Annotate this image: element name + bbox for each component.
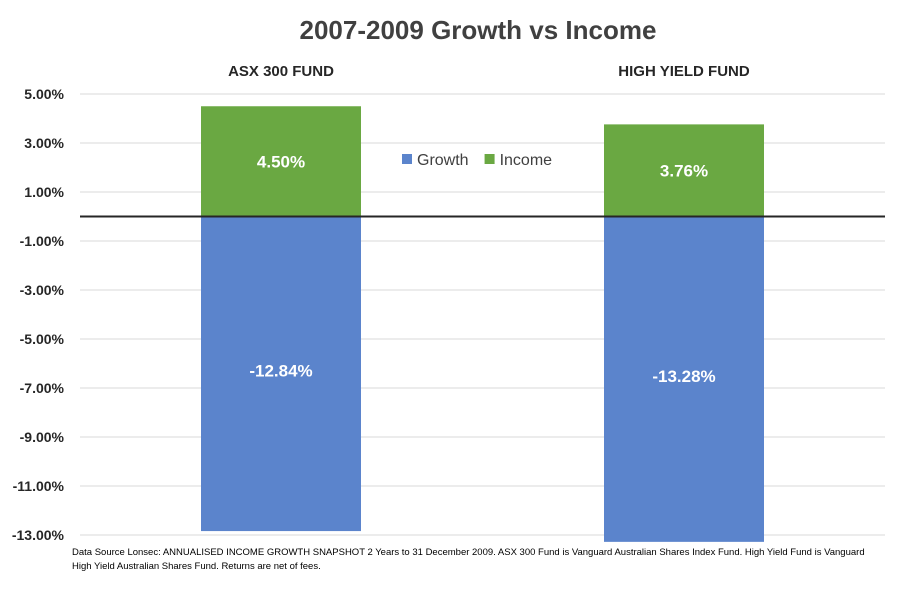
y-tick-label: 1.00% (24, 184, 64, 200)
bar-income (201, 106, 361, 217)
chart-title: 2007-2009 Growth vs Income (300, 15, 657, 45)
chart: 2007-2009 Growth vs Income 5.00% 3.00% 1.0… (12, 15, 885, 543)
y-tick-label: -7.00% (20, 380, 65, 396)
y-tick-label: -3.00% (20, 282, 65, 298)
y-tick-label: 5.00% (24, 86, 64, 102)
y-tick-label: 3.00% (24, 135, 64, 151)
bar-growth (604, 216, 764, 542)
footnote: Data Source Lonsec: ANNUALISED INCOME GR… (72, 547, 865, 572)
y-tick-label: -11.00% (13, 478, 65, 494)
legend-label-income: Income (500, 152, 553, 169)
legend-swatch-growth (402, 154, 412, 164)
y-tick-label: -9.00% (20, 429, 65, 445)
bar-income (604, 124, 764, 217)
y-tick-label: -5.00% (20, 331, 65, 347)
legend-swatch-income (484, 154, 495, 164)
category-labels: ASX 300 FUND HIGH YIELD FUND (228, 63, 750, 80)
gridlines (80, 93, 885, 536)
legend-label-growth: Growth (417, 152, 469, 169)
legend: Growth Income (402, 152, 552, 169)
bar-growth (201, 216, 361, 532)
y-tick-label: -1.00% (20, 233, 65, 249)
y-axis-tick-labels: 5.00% 3.00% 1.00% -1.00% -3.00% -5.00% -7.00% -… (12, 86, 65, 543)
bars (201, 106, 764, 542)
data-label-income: 3.76% (660, 161, 708, 180)
data-labels: -12.84% -13.28% 4.50% 3.76% (249, 152, 715, 386)
category-label: HIGH YIELD FUND (618, 63, 750, 80)
data-label-income: 4.50% (257, 152, 305, 171)
y-tick-label: -13.00% (12, 527, 65, 543)
data-label-growth: -12.84% (249, 362, 312, 381)
data-label-growth: -13.28% (652, 367, 715, 386)
category-label: ASX 300 FUND (228, 63, 334, 80)
